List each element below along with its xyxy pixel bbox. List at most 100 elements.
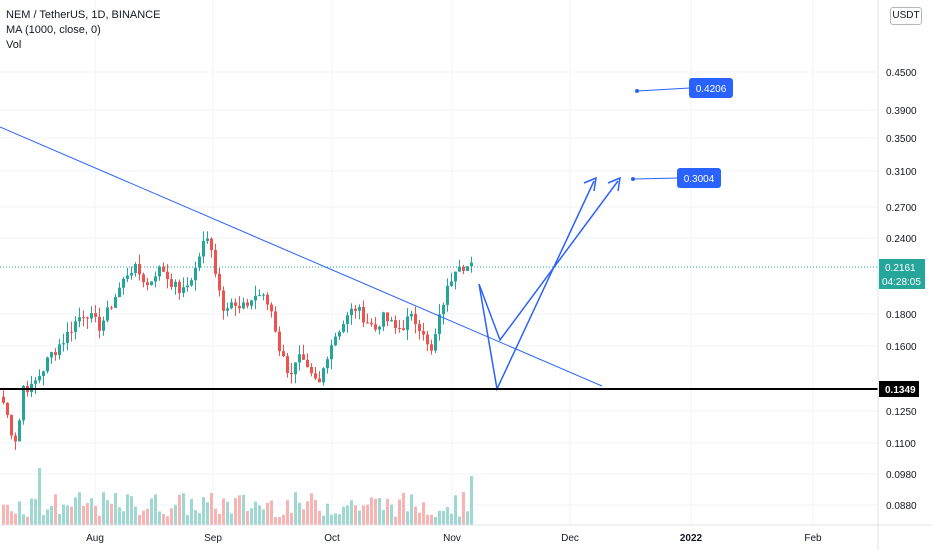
volume-bar <box>218 513 221 525</box>
candle <box>194 267 197 281</box>
volume-bar <box>198 513 201 525</box>
candle <box>378 326 381 330</box>
candle <box>106 307 109 321</box>
volume-bar <box>142 510 145 525</box>
volume-bar <box>318 510 321 525</box>
volume-bar <box>206 502 209 525</box>
volume-bar <box>274 516 277 525</box>
volume-bar <box>150 498 153 525</box>
ma-indicator-label[interactable]: MA (1000, close, 0) <box>6 24 101 36</box>
candle <box>246 302 249 306</box>
candle <box>430 344 433 351</box>
time-tick-label: Nov <box>443 533 461 544</box>
volume-bar <box>122 511 125 525</box>
volume-bar <box>170 508 173 525</box>
candle <box>110 307 113 309</box>
volume-bar <box>38 468 41 525</box>
volume-bar <box>210 492 213 525</box>
volume-bar <box>270 500 273 525</box>
volume-bar <box>138 514 141 525</box>
volume-bar <box>462 492 465 525</box>
volume-bar <box>430 514 433 525</box>
symbol-title[interactable]: NEM / TetherUS, 1D, BINANCE <box>6 9 161 21</box>
candle <box>86 317 89 319</box>
price-axis: 0.4500 0.3900 0.3500 0.3100 0.2700 0.2400 0.18… <box>877 0 917 550</box>
candle <box>258 295 261 297</box>
volume-bar <box>426 514 429 525</box>
volume-bar <box>74 497 77 525</box>
candle <box>126 275 129 279</box>
candle <box>434 333 437 351</box>
time-tick-label: Aug <box>86 533 104 544</box>
candle <box>222 290 225 311</box>
volume-bar <box>34 499 37 525</box>
candle <box>94 313 97 317</box>
price-tick-label: 0.3500 <box>886 134 917 145</box>
candle <box>398 328 401 330</box>
volume-bar <box>54 494 57 525</box>
volume-bar <box>302 509 305 525</box>
volume-bar <box>18 501 21 525</box>
volume-bar <box>86 503 89 525</box>
volume-bar <box>50 506 53 525</box>
candle <box>218 273 221 291</box>
volume-bar <box>266 502 269 525</box>
candle <box>322 368 325 383</box>
candle <box>394 320 397 329</box>
volume-bar <box>78 492 81 525</box>
volume-bar <box>30 498 33 525</box>
volume-bar <box>434 516 437 525</box>
volume-bar <box>190 498 193 525</box>
candle <box>250 300 253 306</box>
price-tick-label: 0.3100 <box>886 167 917 178</box>
candle <box>278 331 281 352</box>
candle <box>462 266 465 271</box>
candle <box>370 322 373 325</box>
price-tick-label: 0.1600 <box>886 342 917 353</box>
volume-bar <box>422 502 425 525</box>
currency-badge[interactable]: USDT <box>890 7 922 25</box>
support-level-line: 0.1349 <box>0 381 919 397</box>
candle <box>282 351 285 357</box>
volume-bar <box>442 510 445 525</box>
candle <box>30 383 33 393</box>
target-point <box>631 177 635 181</box>
price-tick-label: 0.3900 <box>886 106 917 117</box>
candle <box>150 281 153 286</box>
candle <box>466 266 469 271</box>
candle <box>358 307 361 311</box>
price-tick-label: 0.1100 <box>886 439 916 450</box>
arrow-head-icon <box>607 176 621 192</box>
candle <box>306 359 309 367</box>
volume-bar <box>310 493 313 525</box>
volume-bar <box>362 505 365 525</box>
candle <box>342 323 345 332</box>
volume-bar <box>98 515 101 525</box>
candle <box>34 380 37 384</box>
price-tick-label: 0.1250 <box>886 407 917 418</box>
candle <box>362 307 365 323</box>
volume-bar <box>346 505 349 525</box>
candle <box>422 331 425 335</box>
volume-bar <box>414 506 417 525</box>
candle <box>230 302 233 309</box>
candle <box>114 297 117 308</box>
candle <box>178 281 181 294</box>
volume-bar <box>2 504 5 525</box>
volume-bar <box>386 498 389 525</box>
volume-bar <box>110 503 113 525</box>
candle <box>190 280 193 286</box>
price-tick-label: 0.2400 <box>886 234 917 245</box>
candle <box>314 373 317 379</box>
time-tick-label: Sep <box>204 533 222 544</box>
volume-bar <box>450 513 453 525</box>
current-price-value: 0.2161 <box>885 263 916 274</box>
volume-bar <box>402 492 405 525</box>
volume-bar <box>294 492 297 525</box>
volume-bar <box>102 492 105 525</box>
time-tick-label: Feb <box>804 533 822 544</box>
volume-bar <box>194 510 197 525</box>
volume-indicator-label[interactable]: Vol <box>6 39 22 51</box>
support-price-tag <box>879 381 919 397</box>
